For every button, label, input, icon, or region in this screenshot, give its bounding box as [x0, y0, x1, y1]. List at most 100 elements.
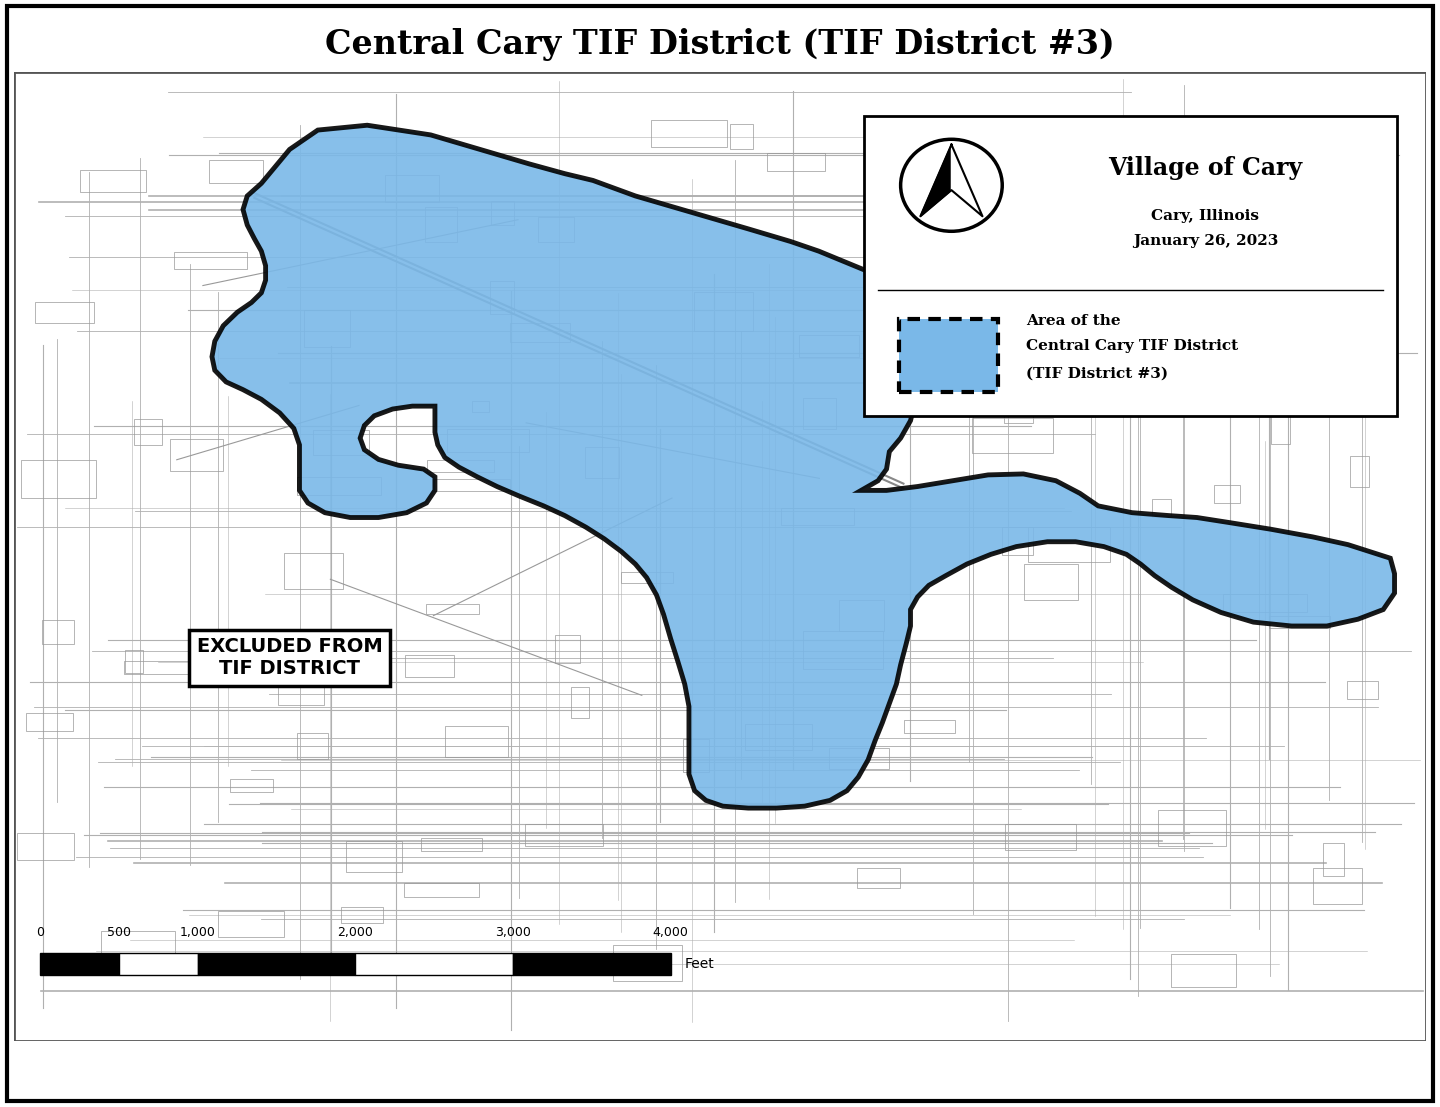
Bar — [446, 430, 528, 452]
Bar — [694, 292, 753, 331]
Text: 2,000: 2,000 — [337, 925, 373, 939]
Bar — [284, 552, 343, 589]
Bar — [20, 459, 96, 498]
Bar — [35, 302, 94, 323]
Bar — [297, 733, 327, 758]
Bar — [840, 600, 884, 631]
Bar — [341, 907, 383, 922]
Bar — [420, 838, 482, 851]
Bar — [829, 748, 888, 769]
Bar — [1152, 499, 1171, 517]
Bar — [134, 418, 163, 445]
Text: 3,000: 3,000 — [495, 925, 531, 939]
Bar — [1028, 527, 1110, 562]
Bar — [356, 953, 513, 974]
Text: Village of Cary: Village of Cary — [1109, 156, 1303, 179]
Bar — [425, 207, 456, 241]
Bar — [1214, 485, 1240, 504]
Bar — [799, 334, 860, 356]
Bar — [42, 620, 73, 644]
Bar — [1158, 809, 1227, 847]
Text: January 26, 2023: January 26, 2023 — [1133, 235, 1279, 248]
Bar — [1171, 954, 1236, 987]
Text: (TIF District #3): (TIF District #3) — [1027, 366, 1168, 380]
Text: 4,000: 4,000 — [652, 925, 688, 939]
Bar — [804, 631, 884, 669]
Bar — [1323, 842, 1344, 877]
Bar — [428, 461, 494, 472]
Bar — [746, 724, 812, 751]
Bar — [972, 418, 1053, 453]
Text: 1,000: 1,000 — [180, 925, 216, 939]
Bar — [346, 840, 402, 871]
Bar — [1348, 681, 1378, 699]
Bar — [426, 604, 478, 614]
Bar — [804, 399, 835, 430]
Bar — [490, 281, 514, 314]
Bar — [81, 170, 147, 193]
Bar — [766, 153, 825, 172]
Bar — [236, 659, 268, 685]
Bar — [864, 115, 1397, 416]
Bar — [435, 478, 510, 492]
Text: EXCLUDED FROM
TIF DISTRICT: EXCLUDED FROM TIF DISTRICT — [197, 638, 383, 679]
Bar — [554, 635, 580, 663]
Bar — [209, 159, 262, 183]
Bar — [124, 661, 202, 674]
Polygon shape — [920, 145, 952, 216]
Bar — [278, 684, 324, 705]
Text: Cary, Illinois: Cary, Illinois — [1152, 209, 1260, 224]
Text: Central Cary TIF District (TIF District #3): Central Cary TIF District (TIF District … — [325, 28, 1115, 61]
Bar — [1002, 527, 1032, 555]
Bar — [491, 201, 514, 225]
Bar — [17, 834, 75, 860]
Polygon shape — [952, 145, 982, 216]
Bar — [297, 477, 380, 495]
Bar — [857, 868, 900, 888]
Bar — [405, 655, 454, 676]
Bar — [891, 350, 926, 371]
Bar — [403, 882, 480, 898]
Bar — [539, 217, 575, 241]
Bar — [956, 185, 1024, 213]
Bar — [445, 726, 508, 756]
Bar — [170, 439, 223, 470]
Bar — [1005, 824, 1076, 850]
Bar — [513, 953, 671, 974]
Bar — [125, 650, 143, 673]
Text: Central Cary TIF District: Central Cary TIF District — [1027, 339, 1238, 353]
Bar — [1223, 594, 1308, 612]
Bar — [865, 379, 910, 396]
Bar — [174, 252, 248, 269]
Bar — [780, 508, 854, 525]
Bar — [1269, 617, 1329, 629]
Bar — [524, 824, 602, 846]
Bar — [472, 401, 488, 413]
Text: Feet: Feet — [685, 958, 714, 971]
Bar — [570, 686, 589, 718]
Bar — [1270, 415, 1290, 444]
Bar — [683, 738, 708, 772]
Bar — [26, 713, 73, 731]
Bar — [904, 720, 955, 733]
Bar — [230, 778, 272, 792]
Bar — [312, 431, 369, 455]
Bar — [1024, 563, 1077, 600]
Text: 0: 0 — [36, 925, 43, 939]
Bar — [1004, 386, 1032, 423]
Text: 500: 500 — [107, 925, 131, 939]
Bar — [304, 310, 350, 346]
Bar — [899, 319, 998, 392]
Bar — [730, 124, 753, 149]
Bar — [621, 571, 674, 583]
Bar — [651, 120, 727, 146]
Bar — [585, 447, 619, 478]
Bar — [1313, 868, 1362, 904]
Text: Area of the: Area of the — [1027, 314, 1120, 328]
Bar — [217, 911, 284, 938]
Bar — [101, 931, 174, 959]
Bar — [384, 175, 439, 203]
Polygon shape — [212, 125, 1394, 808]
Bar — [118, 953, 197, 974]
Bar — [40, 953, 118, 974]
